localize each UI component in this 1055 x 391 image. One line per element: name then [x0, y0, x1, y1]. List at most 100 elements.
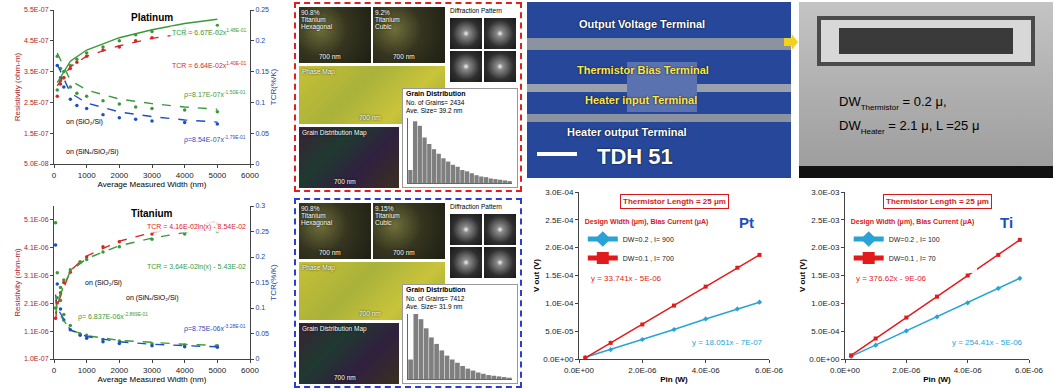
svg-text:0.0E+00: 0.0E+00 [564, 366, 595, 375]
svg-text:0: 0 [52, 171, 57, 180]
svg-text:1.0E-04: 1.0E-04 [545, 299, 574, 308]
svg-text:DW=0.1 , I= 70: DW=0.1 , I= 70 [889, 255, 936, 262]
svg-text:0: 0 [255, 355, 259, 362]
svg-text:6000: 6000 [241, 171, 259, 180]
svg-text:0.3: 0.3 [255, 202, 265, 209]
svg-text:DW=0.2 , I= 900: DW=0.2 , I= 900 [623, 236, 674, 243]
svg-text:5000: 5000 [208, 171, 226, 180]
svg-text:0.2: 0.2 [255, 253, 265, 260]
svg-text:y = 33.741x - 5E-06: y = 33.741x - 5E-06 [591, 274, 662, 283]
svg-text:ρ=8.54E-07x​-1.79E-01​: ρ=8.54E-07x​-1.79E-01​ [184, 135, 246, 144]
svg-text:2.1E-06: 2.1E-06 [24, 300, 49, 307]
svg-text:TCR = 6.67E-02x​1.48E-01​: TCR = 6.67E-02x​1.48E-01​ [172, 28, 246, 36]
svg-text:on (SiO₂/Si): on (SiO₂/Si) [66, 118, 103, 126]
svg-text:TCR(%/K): TCR(%/K) [269, 264, 278, 301]
svg-text:2.5E-04: 2.5E-04 [545, 216, 574, 225]
svg-text:3000: 3000 [143, 366, 161, 375]
svg-text:2000: 2000 [110, 366, 128, 375]
svg-text:y = 18.051x - 7E-07: y = 18.051x - 7E-07 [692, 338, 763, 347]
svg-text:6000: 6000 [241, 366, 259, 375]
svg-text:2.0E-03: 2.0E-03 [811, 243, 840, 252]
svg-text:1.5E-03: 1.5E-03 [811, 271, 840, 280]
svg-text:3.5E-07: 3.5E-07 [24, 68, 49, 75]
svg-text:TCR = 3.64E-02ln(x) - 5.43E-02: TCR = 3.64E-02ln(x) - 5.43E-02 [147, 263, 246, 271]
svg-text:Average Measured Width (nm): Average Measured Width (nm) [98, 375, 207, 384]
svg-text:0.15: 0.15 [255, 279, 269, 286]
svg-text:Titanium: Titanium [131, 208, 173, 219]
svg-text:0.15: 0.15 [255, 68, 269, 75]
svg-text:y = 376.62x - 9E-06: y = 376.62x - 9E-06 [856, 274, 927, 283]
svg-text:ρ=8.75E-06x​-3.28E-01​: ρ=8.75E-06x​-3.28E-01​ [184, 324, 246, 333]
svg-text:2.0E-06: 2.0E-06 [628, 366, 657, 375]
svg-text:Pin (W): Pin (W) [923, 375, 951, 384]
svg-text:1.5E-04: 1.5E-04 [545, 271, 574, 280]
svg-text:Design Width (μm), Bias Curren: Design Width (μm), Bias Current (μA) [851, 218, 975, 226]
svg-text:1.1E-06: 1.1E-06 [24, 328, 49, 335]
svg-text:0: 0 [52, 366, 57, 375]
svg-text:5.0E-05: 5.0E-05 [545, 327, 574, 336]
svg-text:ρ= 6.837E-06x​-2.869E-01​: ρ= 6.837E-06x​-2.869E-01​ [78, 312, 148, 321]
svg-text:on (SiNₓ/SiO₂/Si): on (SiNₓ/SiO₂/Si) [66, 148, 118, 156]
svg-text:0.1: 0.1 [255, 99, 265, 106]
svg-text:1.0E-07: 1.0E-07 [24, 355, 49, 362]
svg-text:Resistivity (ohm-m): Resistivity (ohm-m) [13, 248, 22, 317]
svg-text:4.1E-06: 4.1E-06 [24, 244, 49, 251]
svg-text:0.2: 0.2 [255, 37, 265, 44]
svg-text:5.1E-06: 5.1E-06 [24, 216, 49, 223]
svg-text:0.1: 0.1 [255, 304, 265, 311]
svg-text:4.5E-07: 4.5E-07 [24, 37, 49, 44]
svg-text:Platinum: Platinum [131, 12, 173, 23]
svg-text:3000: 3000 [143, 171, 161, 180]
html-text:TDH 51: TDH 51 [597, 144, 673, 169]
svg-text:DW=0.1 , I= 700: DW=0.1 , I= 700 [623, 255, 674, 262]
svg-text:TCR(%/K): TCR(%/K) [269, 68, 278, 105]
svg-text:3.0E-04: 3.0E-04 [545, 188, 574, 197]
svg-text:4000: 4000 [176, 366, 194, 375]
svg-text:Design Width (μm), Bias Curren: Design Width (μm), Bias Current (μA) [585, 218, 709, 226]
svg-text:on (SiO₂/Si): on (SiO₂/Si) [85, 279, 122, 287]
svg-text:5.0E-04: 5.0E-04 [811, 327, 840, 336]
svg-text:1000: 1000 [78, 366, 96, 375]
svg-text:Ti: Ti [1000, 214, 1013, 231]
svg-text:0.0E+00: 0.0E+00 [830, 366, 861, 375]
svg-text:ρ=8.17E-07x​-1.50E-01​: ρ=8.17E-07x​-1.50E-01​ [184, 90, 246, 99]
svg-text:2.5E-07: 2.5E-07 [24, 99, 49, 106]
svg-text:Resistivity (ohm-m): Resistivity (ohm-m) [13, 52, 22, 121]
svg-text:0: 0 [255, 160, 259, 167]
svg-text:5000: 5000 [208, 366, 226, 375]
svg-text:Pin (W): Pin (W) [660, 375, 688, 384]
svg-text:V out (V): V out (V) [532, 259, 541, 292]
svg-text:0.25: 0.25 [255, 6, 269, 13]
svg-text:Average Measured Width (nm): Average Measured Width (nm) [98, 180, 207, 189]
svg-text:6.0E-06: 6.0E-06 [1015, 366, 1044, 375]
svg-text:4.0E-06: 4.0E-06 [692, 366, 721, 375]
svg-text:on (SiNₓ/SiO₂/Si): on (SiNₓ/SiO₂/Si) [126, 294, 178, 302]
svg-text:y = 254.41x - 5E-06: y = 254.41x - 5E-06 [952, 338, 1023, 347]
svg-text:DW=0.2 , I= 100: DW=0.2 , I= 100 [889, 236, 940, 243]
svg-text:6.0E-06: 6.0E-06 [755, 366, 784, 375]
svg-text:TCR = 4.16E-02ln(x) - 8.54E-02: TCR = 4.16E-02ln(x) - 8.54E-02 [147, 223, 246, 231]
svg-text:3.0E-03: 3.0E-03 [811, 188, 840, 197]
svg-text:4000: 4000 [176, 171, 194, 180]
svg-text:1.0E-03: 1.0E-03 [811, 299, 840, 308]
svg-text:TCR = 6.64E-02x​1.40E-01​: TCR = 6.64E-02x​1.40E-01​ [172, 61, 246, 69]
svg-text:3.1E-06: 3.1E-06 [24, 272, 49, 279]
svg-text:2.0E-04: 2.0E-04 [545, 243, 574, 252]
svg-text:2000: 2000 [110, 171, 128, 180]
svg-text:Pt: Pt [739, 214, 754, 231]
svg-text:V out (V): V out (V) [798, 259, 807, 292]
svg-text:5.0E-08: 5.0E-08 [24, 160, 49, 167]
svg-text:1.5E-07: 1.5E-07 [24, 130, 49, 137]
svg-text:2.5E-03: 2.5E-03 [811, 216, 840, 225]
svg-text:5.5E-07: 5.5E-07 [24, 6, 49, 13]
svg-text:0.0E+00: 0.0E+00 [543, 355, 574, 364]
svg-text:0.0E+00: 0.0E+00 [809, 355, 840, 364]
svg-text:0.05: 0.05 [255, 330, 269, 337]
svg-text:Thermistor Length = 25 μm: Thermistor Length = 25 μm [623, 197, 726, 206]
svg-text:0.05: 0.05 [255, 130, 269, 137]
svg-text:0.25: 0.25 [255, 228, 269, 235]
svg-text:4.0E-06: 4.0E-06 [954, 366, 983, 375]
svg-text:2.0E-06: 2.0E-06 [892, 366, 921, 375]
svg-text:Thermistor Length = 25 μm: Thermistor Length = 25 μm [886, 197, 989, 206]
svg-text:1000: 1000 [78, 171, 96, 180]
